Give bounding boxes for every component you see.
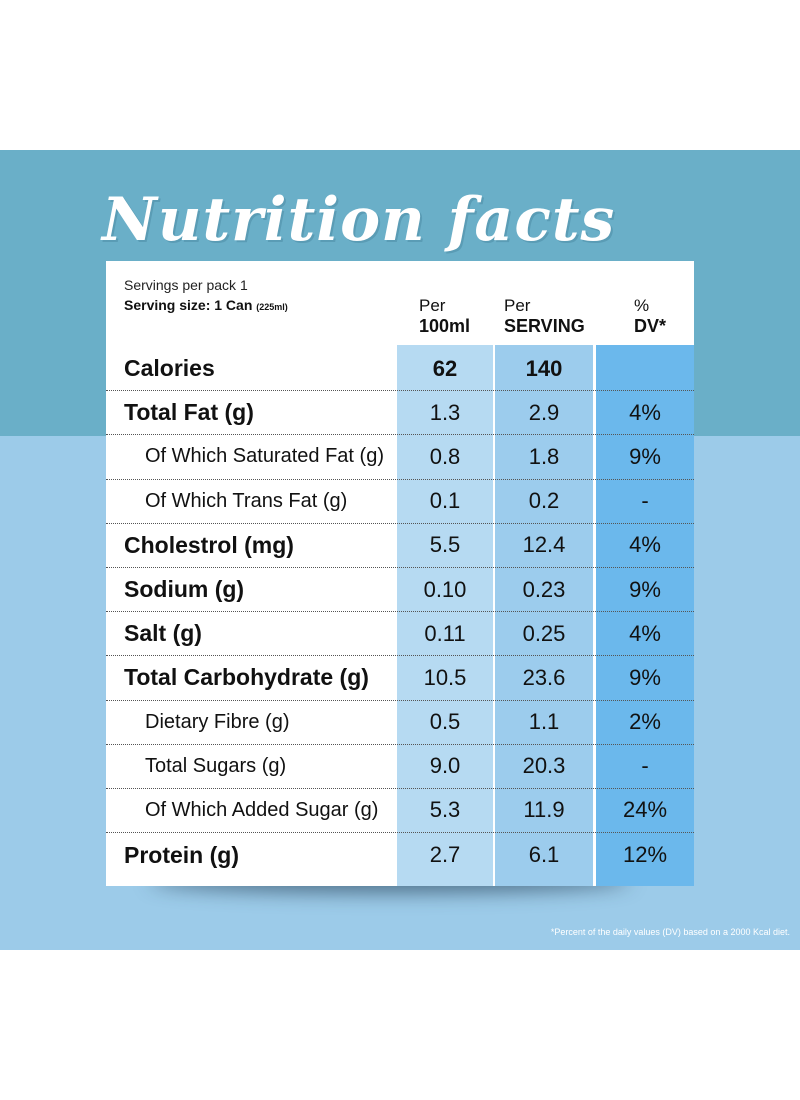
row-label: Protein (g) <box>124 841 239 868</box>
column-header-per-serving-top: Per <box>504 296 531 315</box>
servings-per-pack: Servings per pack 1 <box>124 277 248 293</box>
value-per-100ml: 0.8 <box>429 443 461 469</box>
value-dv: 12% <box>622 842 668 868</box>
table-row: Salt (g) 0.11 0.25 4% <box>106 612 694 657</box>
value-per-serving: 0.25 <box>522 620 566 646</box>
value-per-serving: 2.9 <box>528 399 560 425</box>
value-per-serving: 0.23 <box>522 576 566 602</box>
table-row: Protein (g) 2.7 6.1 12% <box>106 833 694 877</box>
row-label: Dietary Fibre (g) <box>145 710 290 733</box>
value-per-serving: 12.4 <box>522 532 566 558</box>
column-header-dv-bottom: DV* <box>634 316 667 336</box>
value-dv: 4% <box>629 620 661 646</box>
value-per-serving: 0.2 <box>528 488 560 514</box>
value-per-100ml: 0.5 <box>429 709 461 735</box>
row-label: Of Which Saturated Fat (g) <box>145 445 384 468</box>
column-header-per-100ml: Per 100ml <box>419 295 470 337</box>
row-label: Total Carbohydrate (g) <box>124 664 369 691</box>
value-dv: 4% <box>629 399 661 425</box>
value-per-100ml: 0.11 <box>424 620 466 646</box>
table-row: Of Which Trans Fat (g) 0.1 0.2 - <box>106 480 694 524</box>
value-dv: 9% <box>629 664 661 690</box>
table-row: Total Sugars (g) 9.0 20.3 - <box>106 745 694 789</box>
value-per-serving: 1.1 <box>528 709 560 735</box>
serving-size-label: Serving size: 1 Can <box>124 297 253 313</box>
value-dv: 4% <box>629 532 661 558</box>
value-dv: 9% <box>629 576 661 602</box>
value-per-serving: 23.6 <box>522 664 566 690</box>
value-dv: 24% <box>622 797 668 823</box>
value-dv: - <box>641 753 649 779</box>
value-per-100ml: 1.3 <box>429 399 461 425</box>
row-label: Salt (g) <box>124 620 202 647</box>
value-per-serving: 140 <box>525 355 563 381</box>
row-label: Total Fat (g) <box>124 399 254 426</box>
value-per-100ml: 62 <box>432 355 458 381</box>
table-row: Of Which Added Sugar (g) 5.3 11.9 24% <box>106 789 694 834</box>
column-header-per-serving: Per SERVING <box>504 295 585 337</box>
value-per-100ml: 0.1 <box>429 488 461 514</box>
row-label: Total Sugars (g) <box>145 754 287 777</box>
table-row: Sodium (g) 0.10 0.23 9% <box>106 568 694 613</box>
value-dv: 9% <box>629 443 661 469</box>
value-per-serving: 1.8 <box>528 443 560 469</box>
column-header-per-serving-bottom: SERVING <box>504 316 585 336</box>
nutrient-rows: Calories 62 140 Total Fat (g) 1.3 2.9 4%… <box>106 347 694 877</box>
row-label: Calories <box>124 355 215 382</box>
value-per-100ml: 2.7 <box>429 842 461 868</box>
table-row: Total Carbohydrate (g) 10.5 23.6 9% <box>106 656 694 701</box>
value-per-100ml: 10.5 <box>423 664 467 690</box>
row-label: Of Which Trans Fat (g) <box>145 489 348 512</box>
column-header-per-100ml-top: Per <box>419 296 446 315</box>
value-per-serving: 11.9 <box>523 797 565 823</box>
table-row: Total Fat (g) 1.3 2.9 4% <box>106 391 694 436</box>
table-row: Cholestrol (mg) 5.5 12.4 4% <box>106 524 694 568</box>
value-dv: - <box>641 488 649 514</box>
value-per-serving: 20.3 <box>522 753 566 779</box>
table-row: Dietary Fibre (g) 0.5 1.1 2% <box>106 701 694 745</box>
column-header-dv: % DV* <box>634 295 666 337</box>
nutrition-facts-title: Nutrition facts <box>102 185 616 255</box>
table-row: Calories 62 140 <box>106 347 694 392</box>
nutrition-panel: Servings per pack 1 Serving size: 1 Can … <box>106 261 694 886</box>
serving-size-ml: (225ml) <box>256 302 288 312</box>
row-label: Sodium (g) <box>124 576 245 603</box>
table-row: Of Which Saturated Fat (g) 0.8 1.8 9% <box>106 435 694 480</box>
value-per-serving: 6.1 <box>528 842 560 868</box>
value-per-100ml: 0.10 <box>423 576 467 602</box>
column-header-dv-top: % <box>634 296 650 315</box>
value-per-100ml: 5.5 <box>429 532 461 558</box>
dv-footnote: *Percent of the daily values (DV) based … <box>550 927 790 937</box>
row-label: Cholestrol (mg) <box>124 531 294 558</box>
value-dv: 2% <box>629 709 661 735</box>
value-per-100ml: 9.0 <box>429 753 461 779</box>
value-per-100ml: 5.3 <box>429 797 461 823</box>
panel-header: Servings per pack 1 Serving size: 1 Can … <box>106 261 694 345</box>
column-header-per-100ml-bottom: 100ml <box>419 316 471 336</box>
serving-size: Serving size: 1 Can (225ml) <box>124 297 288 313</box>
row-label: Of Which Added Sugar (g) <box>145 798 379 821</box>
